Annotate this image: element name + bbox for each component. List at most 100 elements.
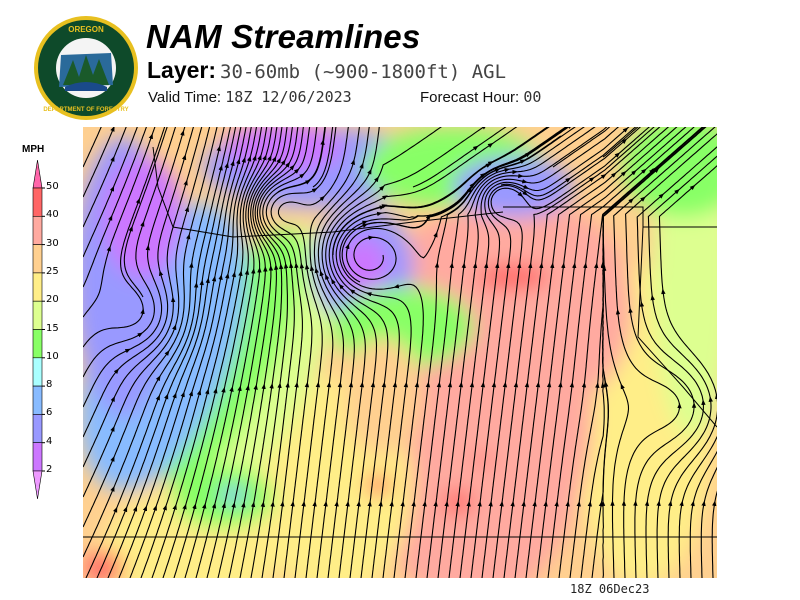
streamline-arrow — [180, 391, 185, 398]
legend-label: 15 — [46, 322, 59, 334]
streamline-arrow — [276, 157, 281, 164]
streamline-arrow — [221, 502, 226, 509]
streamline-arrow — [188, 390, 193, 397]
page-title: NAM Streamlines — [146, 18, 421, 55]
streamline-arrow — [132, 505, 138, 512]
streamline-arrow — [466, 187, 472, 193]
streamline-arrow — [271, 156, 277, 162]
streamline-arrow — [140, 220, 145, 227]
streamline — [602, 127, 704, 578]
streamline-arrow — [113, 506, 118, 513]
streamline-arrow — [472, 145, 479, 151]
streamline-arrow — [216, 145, 221, 152]
streamline-arrow — [359, 162, 364, 169]
streamline-arrow — [182, 503, 187, 510]
streamline-arrow — [362, 220, 368, 225]
streamline-arrow — [183, 179, 188, 186]
streamline-arrow — [148, 133, 153, 140]
streamline-arrow — [236, 158, 241, 165]
streamline — [83, 127, 127, 228]
streamline-map — [83, 127, 717, 578]
streamline — [536, 127, 687, 578]
streamline-arrow — [620, 171, 627, 177]
streamline — [83, 127, 102, 168]
streamline-arrow — [319, 195, 326, 202]
streamline-arrow — [393, 284, 400, 289]
streamline — [547, 127, 695, 578]
streamline-arrow — [640, 196, 646, 202]
streamline — [239, 127, 304, 578]
streamline-arrow — [218, 164, 223, 171]
streamline — [83, 127, 194, 438]
legend-label: 2 — [46, 464, 53, 475]
streamline-arrow — [155, 394, 160, 401]
oregon-department-of-forestry-logo: OREGON DEPARTMENT OF FORESTRY — [34, 16, 138, 120]
streamline-arrow — [481, 127, 488, 130]
streamline-arrow — [110, 425, 115, 432]
streamline — [277, 127, 349, 578]
streamline-arrow — [184, 206, 189, 213]
model-run-stamp: 18Z 06Dec23 — [570, 582, 650, 596]
streamline — [470, 127, 642, 578]
color-legend — [32, 159, 45, 500]
streamline-arrow — [674, 188, 680, 195]
streamline-arrow — [172, 324, 177, 331]
streamline-arrow — [504, 167, 511, 173]
legend-arrow-bottom — [32, 470, 43, 500]
forecast-hour: Forecast Hour: 00 — [420, 88, 541, 106]
streamline — [625, 133, 717, 578]
streamline — [83, 127, 177, 378]
streamline — [313, 127, 370, 578]
streamline — [317, 127, 380, 578]
streamline-arrow — [374, 176, 379, 183]
streamline-arrow — [241, 501, 246, 508]
streamline — [678, 435, 717, 578]
streamline — [503, 127, 661, 578]
streamline-arrow — [225, 272, 230, 279]
streamline — [173, 127, 273, 578]
streamline-arrow — [113, 368, 119, 375]
streamline — [711, 490, 717, 578]
streamline — [96, 127, 237, 578]
streamline-arrow — [565, 177, 571, 183]
streamline — [261, 127, 318, 578]
streamline — [426, 127, 596, 578]
streamline — [613, 127, 716, 578]
streamline-arrow — [289, 164, 295, 171]
streamline-arrow — [245, 384, 250, 391]
streamline-arrow — [621, 138, 628, 144]
legend-swatch — [32, 216, 43, 245]
streamline-arrow — [196, 389, 202, 396]
streamline — [195, 127, 283, 578]
streamline — [481, 127, 650, 578]
legend-label: 10 — [46, 350, 59, 362]
streamline — [636, 146, 717, 578]
streamline-arrow — [262, 154, 267, 161]
streamline-arrow — [314, 267, 319, 274]
streamline-arrow — [110, 455, 115, 462]
streamline-arrow — [221, 386, 226, 393]
streamline — [83, 127, 156, 318]
legend-label: 6 — [46, 407, 53, 419]
streamline-arrow — [250, 501, 256, 508]
streamline-arrow — [246, 155, 252, 162]
streamline-arrow — [667, 500, 673, 507]
streamline — [162, 127, 268, 578]
streamline-arrow — [110, 127, 115, 132]
streamline — [325, 127, 485, 578]
streamline — [83, 127, 115, 198]
streamline — [500, 127, 637, 197]
streamline-arrow — [152, 504, 157, 511]
legend-swatch — [32, 187, 43, 217]
streamline-arrow — [109, 185, 115, 192]
streamline — [658, 165, 717, 578]
streamline — [118, 127, 247, 578]
streamline-arrow — [241, 156, 246, 163]
layer-value: 30-60mb (~900-1800ft) AGL — [220, 61, 507, 83]
forecast-hour-label: Forecast Hour: — [420, 89, 520, 106]
streamline — [345, 135, 562, 280]
streamline-arrow — [331, 278, 336, 285]
streamline — [206, 127, 288, 578]
streamline-arrow — [164, 350, 170, 356]
streamline — [129, 127, 252, 578]
